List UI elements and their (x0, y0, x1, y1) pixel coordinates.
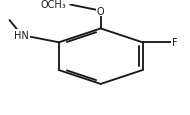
Text: O: O (97, 7, 105, 17)
Text: F: F (172, 38, 178, 48)
Text: HN: HN (14, 31, 29, 41)
Text: OCH₃: OCH₃ (41, 0, 66, 10)
